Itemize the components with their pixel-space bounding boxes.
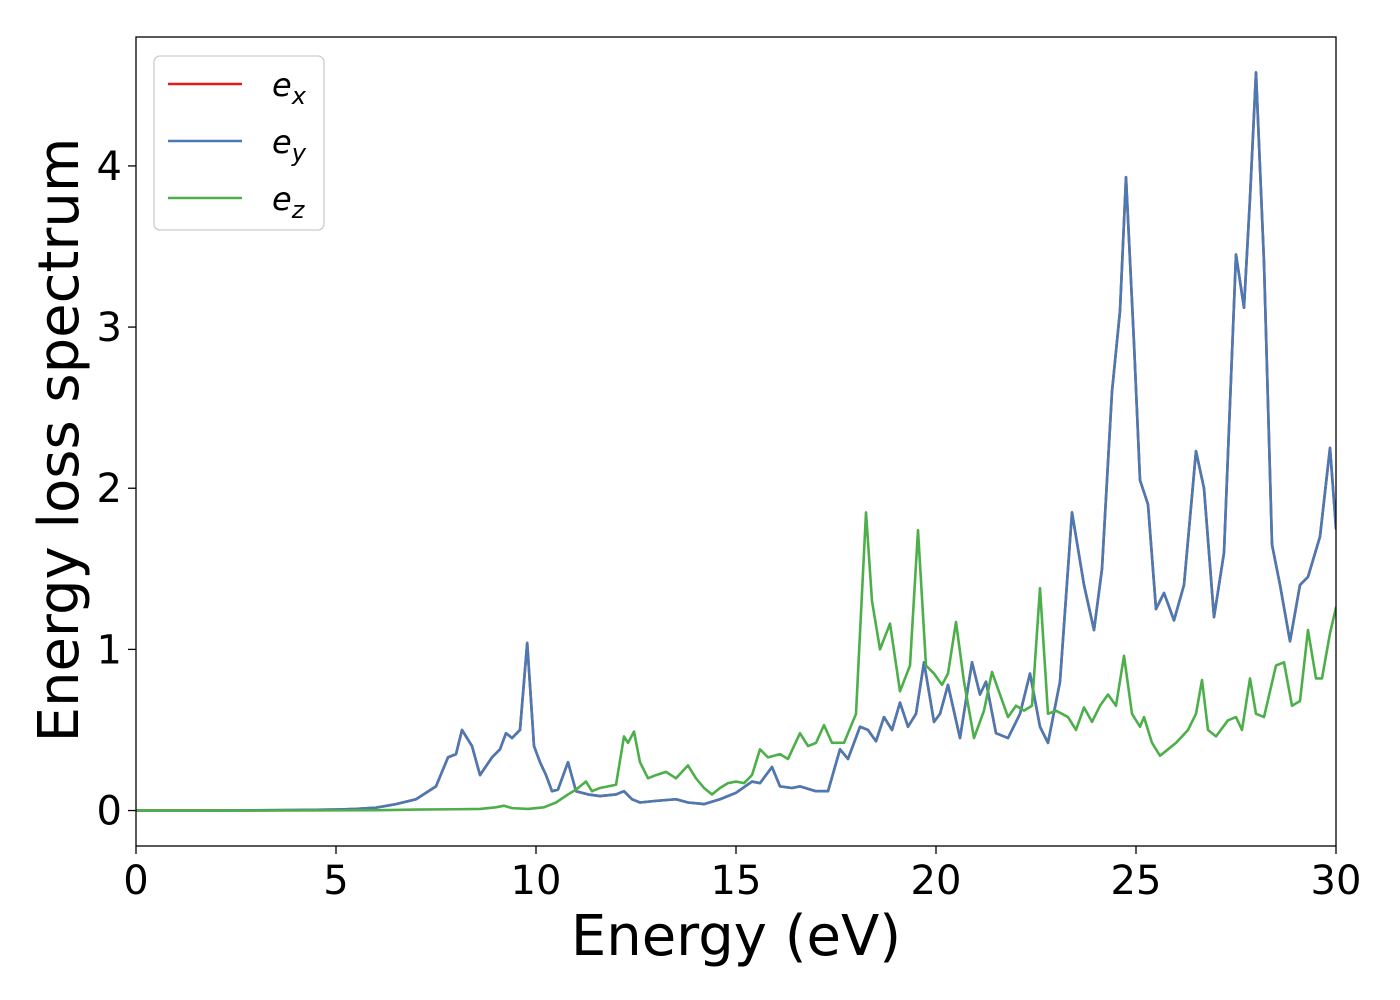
x-axis-label: Energy (eV) xyxy=(571,904,901,969)
x-tick-label: 15 xyxy=(711,858,762,904)
plot-lines xyxy=(136,71,1336,812)
plot-frame xyxy=(135,36,1337,847)
x-tick-label: 25 xyxy=(1111,858,1162,904)
ticks: 0 5 10 15 20 25 30 0 1 2 3 4 xyxy=(97,144,1362,904)
legend-label-y: ey xyxy=(272,123,307,167)
y-tick-label: 0 xyxy=(97,789,122,835)
y-tick-label: 3 xyxy=(97,305,122,351)
x-tick-label: 30 xyxy=(1311,858,1362,904)
x-tick-label: 5 xyxy=(323,858,348,904)
x-tick-label: 10 xyxy=(511,858,562,904)
y-tick-label: 2 xyxy=(97,466,122,512)
series-line-e-z xyxy=(136,511,1336,812)
series-line-e-y xyxy=(136,71,1336,812)
y-tick-label: 1 xyxy=(97,627,122,673)
legend-label-x: ex xyxy=(272,66,307,110)
y-axis-label: Energy loss spectrum xyxy=(27,138,92,743)
legend-box xyxy=(153,55,325,231)
legend-label-z: ez xyxy=(272,180,306,224)
x-tick-label: 20 xyxy=(911,858,962,904)
y-tick-label: 4 xyxy=(97,144,122,190)
x-tick-label: 0 xyxy=(123,858,148,904)
legend: ex ey ez xyxy=(153,55,325,231)
